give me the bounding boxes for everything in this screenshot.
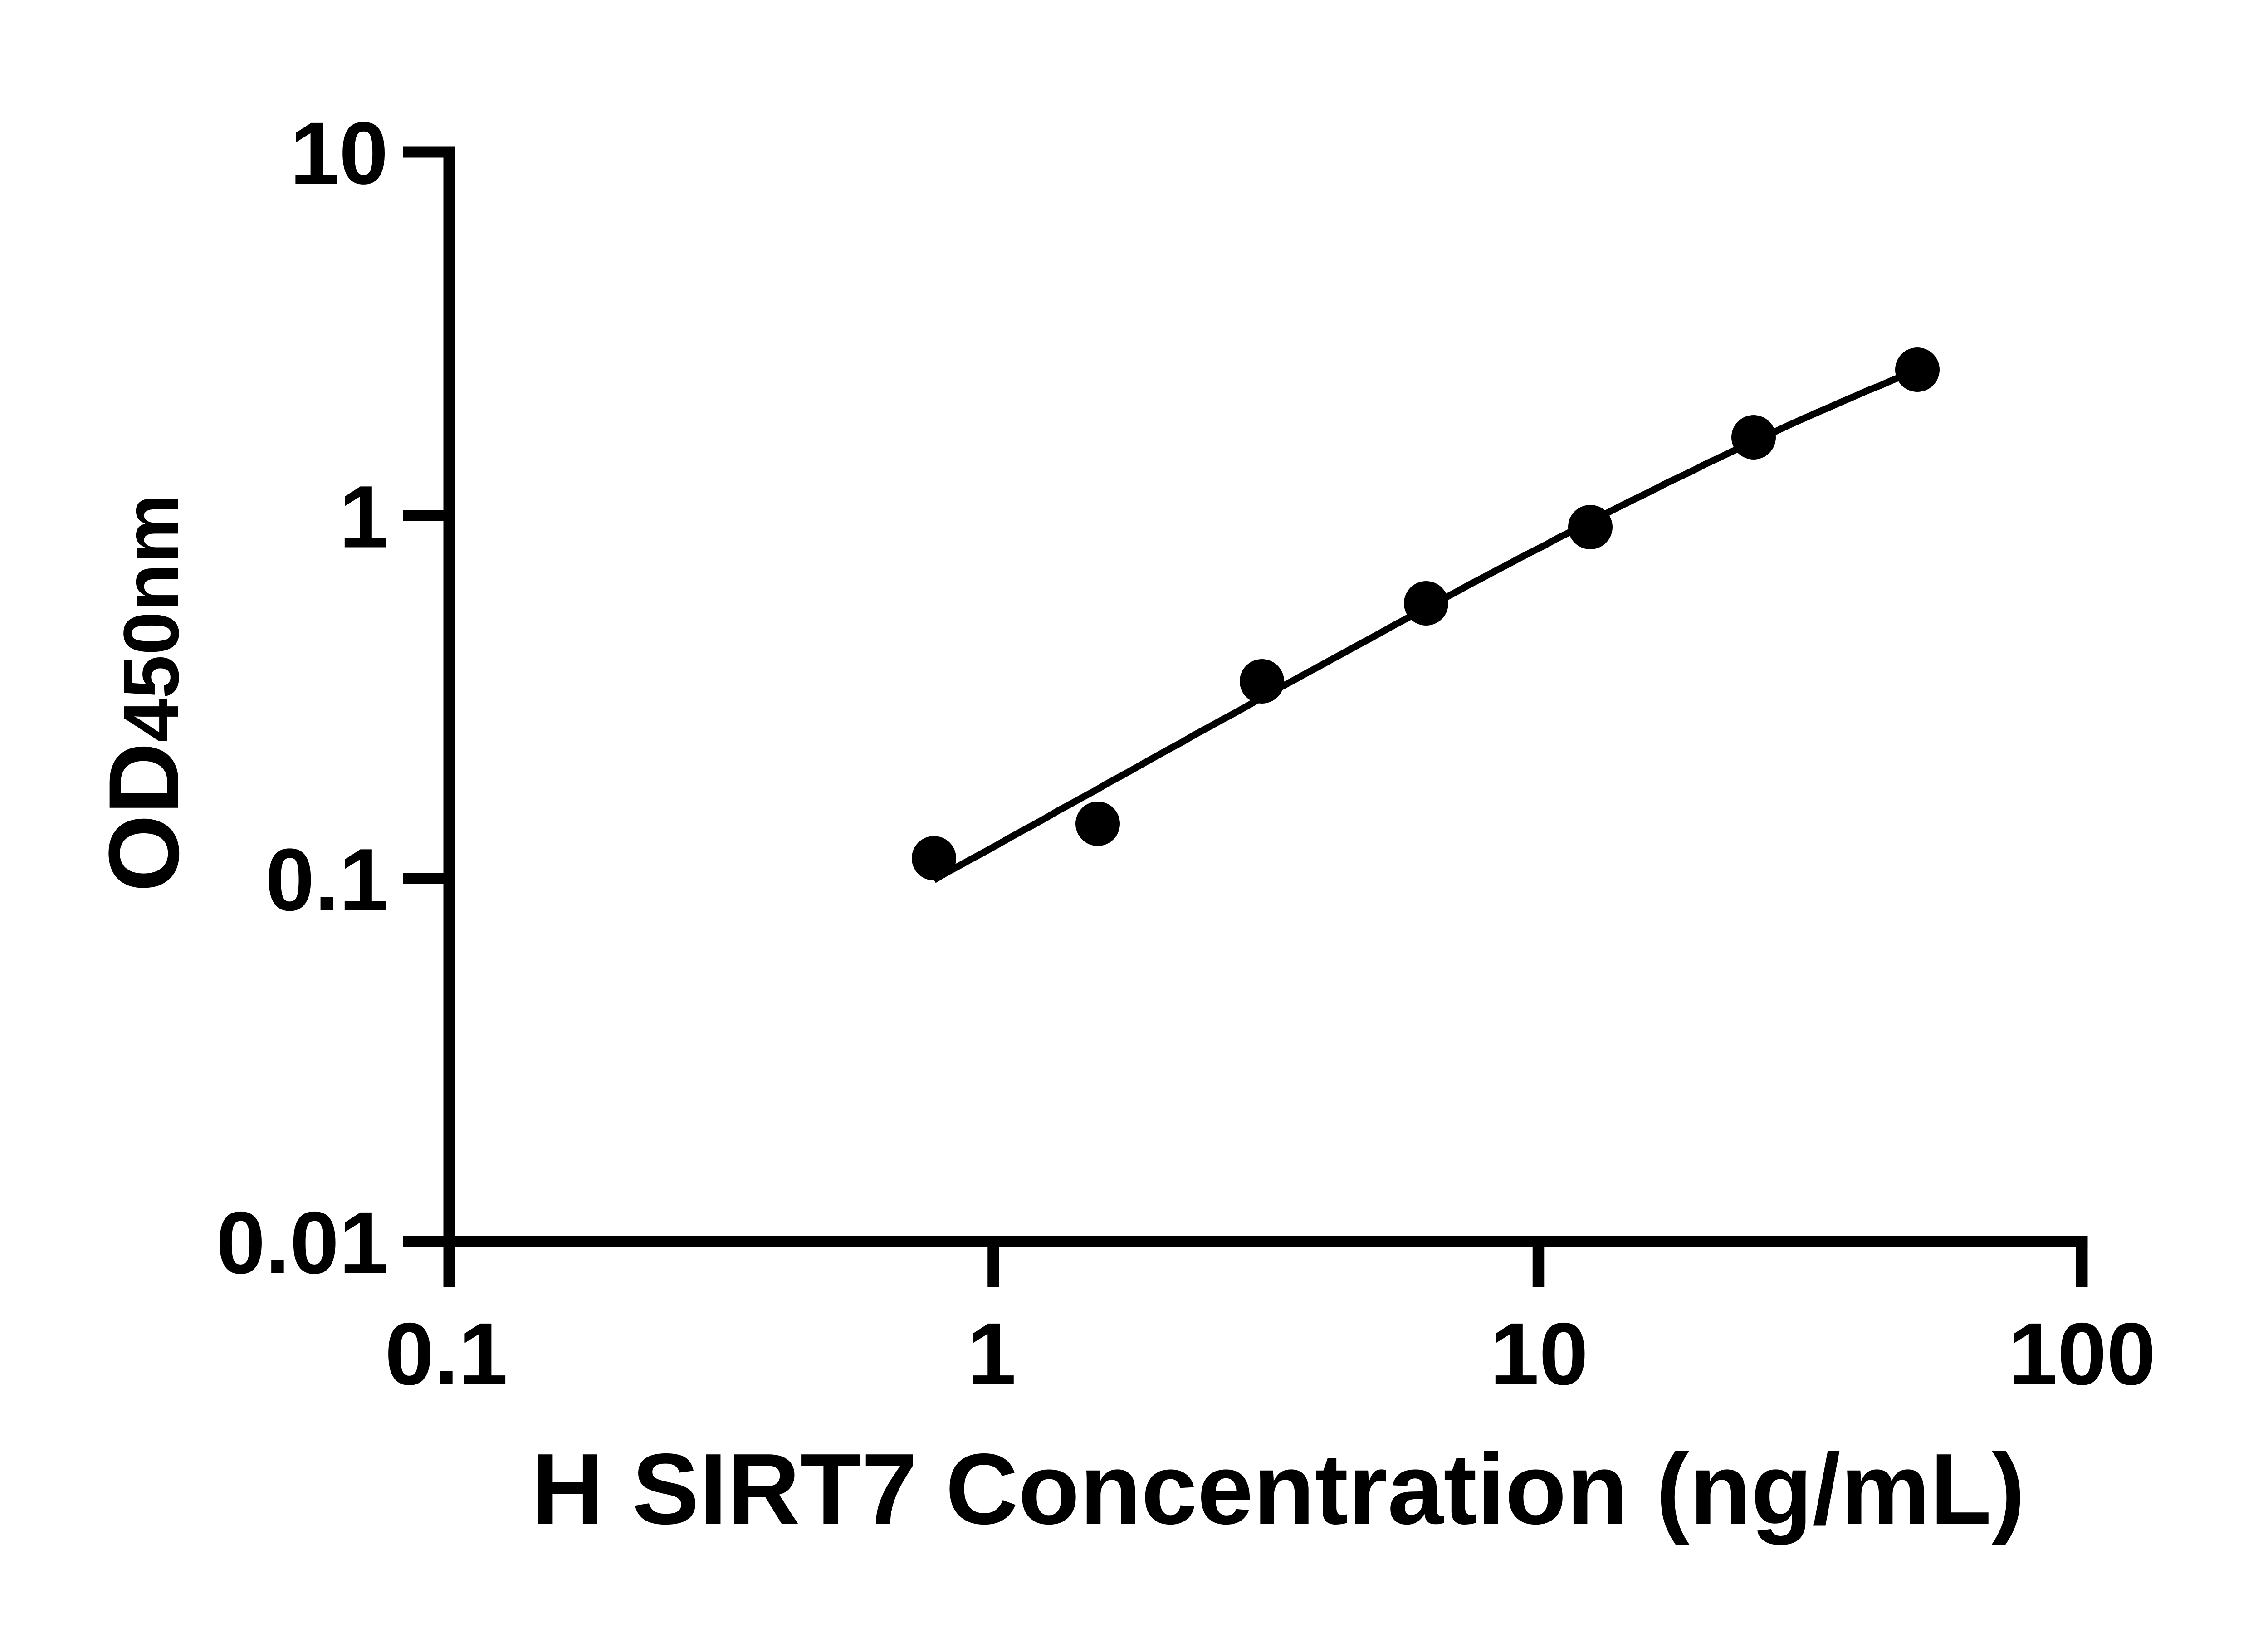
- svg-text:0.1: 0.1: [385, 1305, 508, 1403]
- svg-text:100: 100: [2008, 1305, 2156, 1403]
- svg-text:10: 10: [1490, 1305, 1589, 1403]
- svg-text:10: 10: [290, 104, 388, 203]
- svg-text:H SIRT7 Concentration (ng/mL): H SIRT7 Concentration (ng/mL): [532, 1433, 2025, 1545]
- svg-text:0.01: 0.01: [216, 1193, 388, 1292]
- svg-text:OD450nm: OD450nm: [88, 494, 200, 892]
- svg-text:1: 1: [967, 1305, 1016, 1403]
- svg-text:1: 1: [339, 468, 388, 567]
- svg-text:0.1: 0.1: [265, 831, 388, 929]
